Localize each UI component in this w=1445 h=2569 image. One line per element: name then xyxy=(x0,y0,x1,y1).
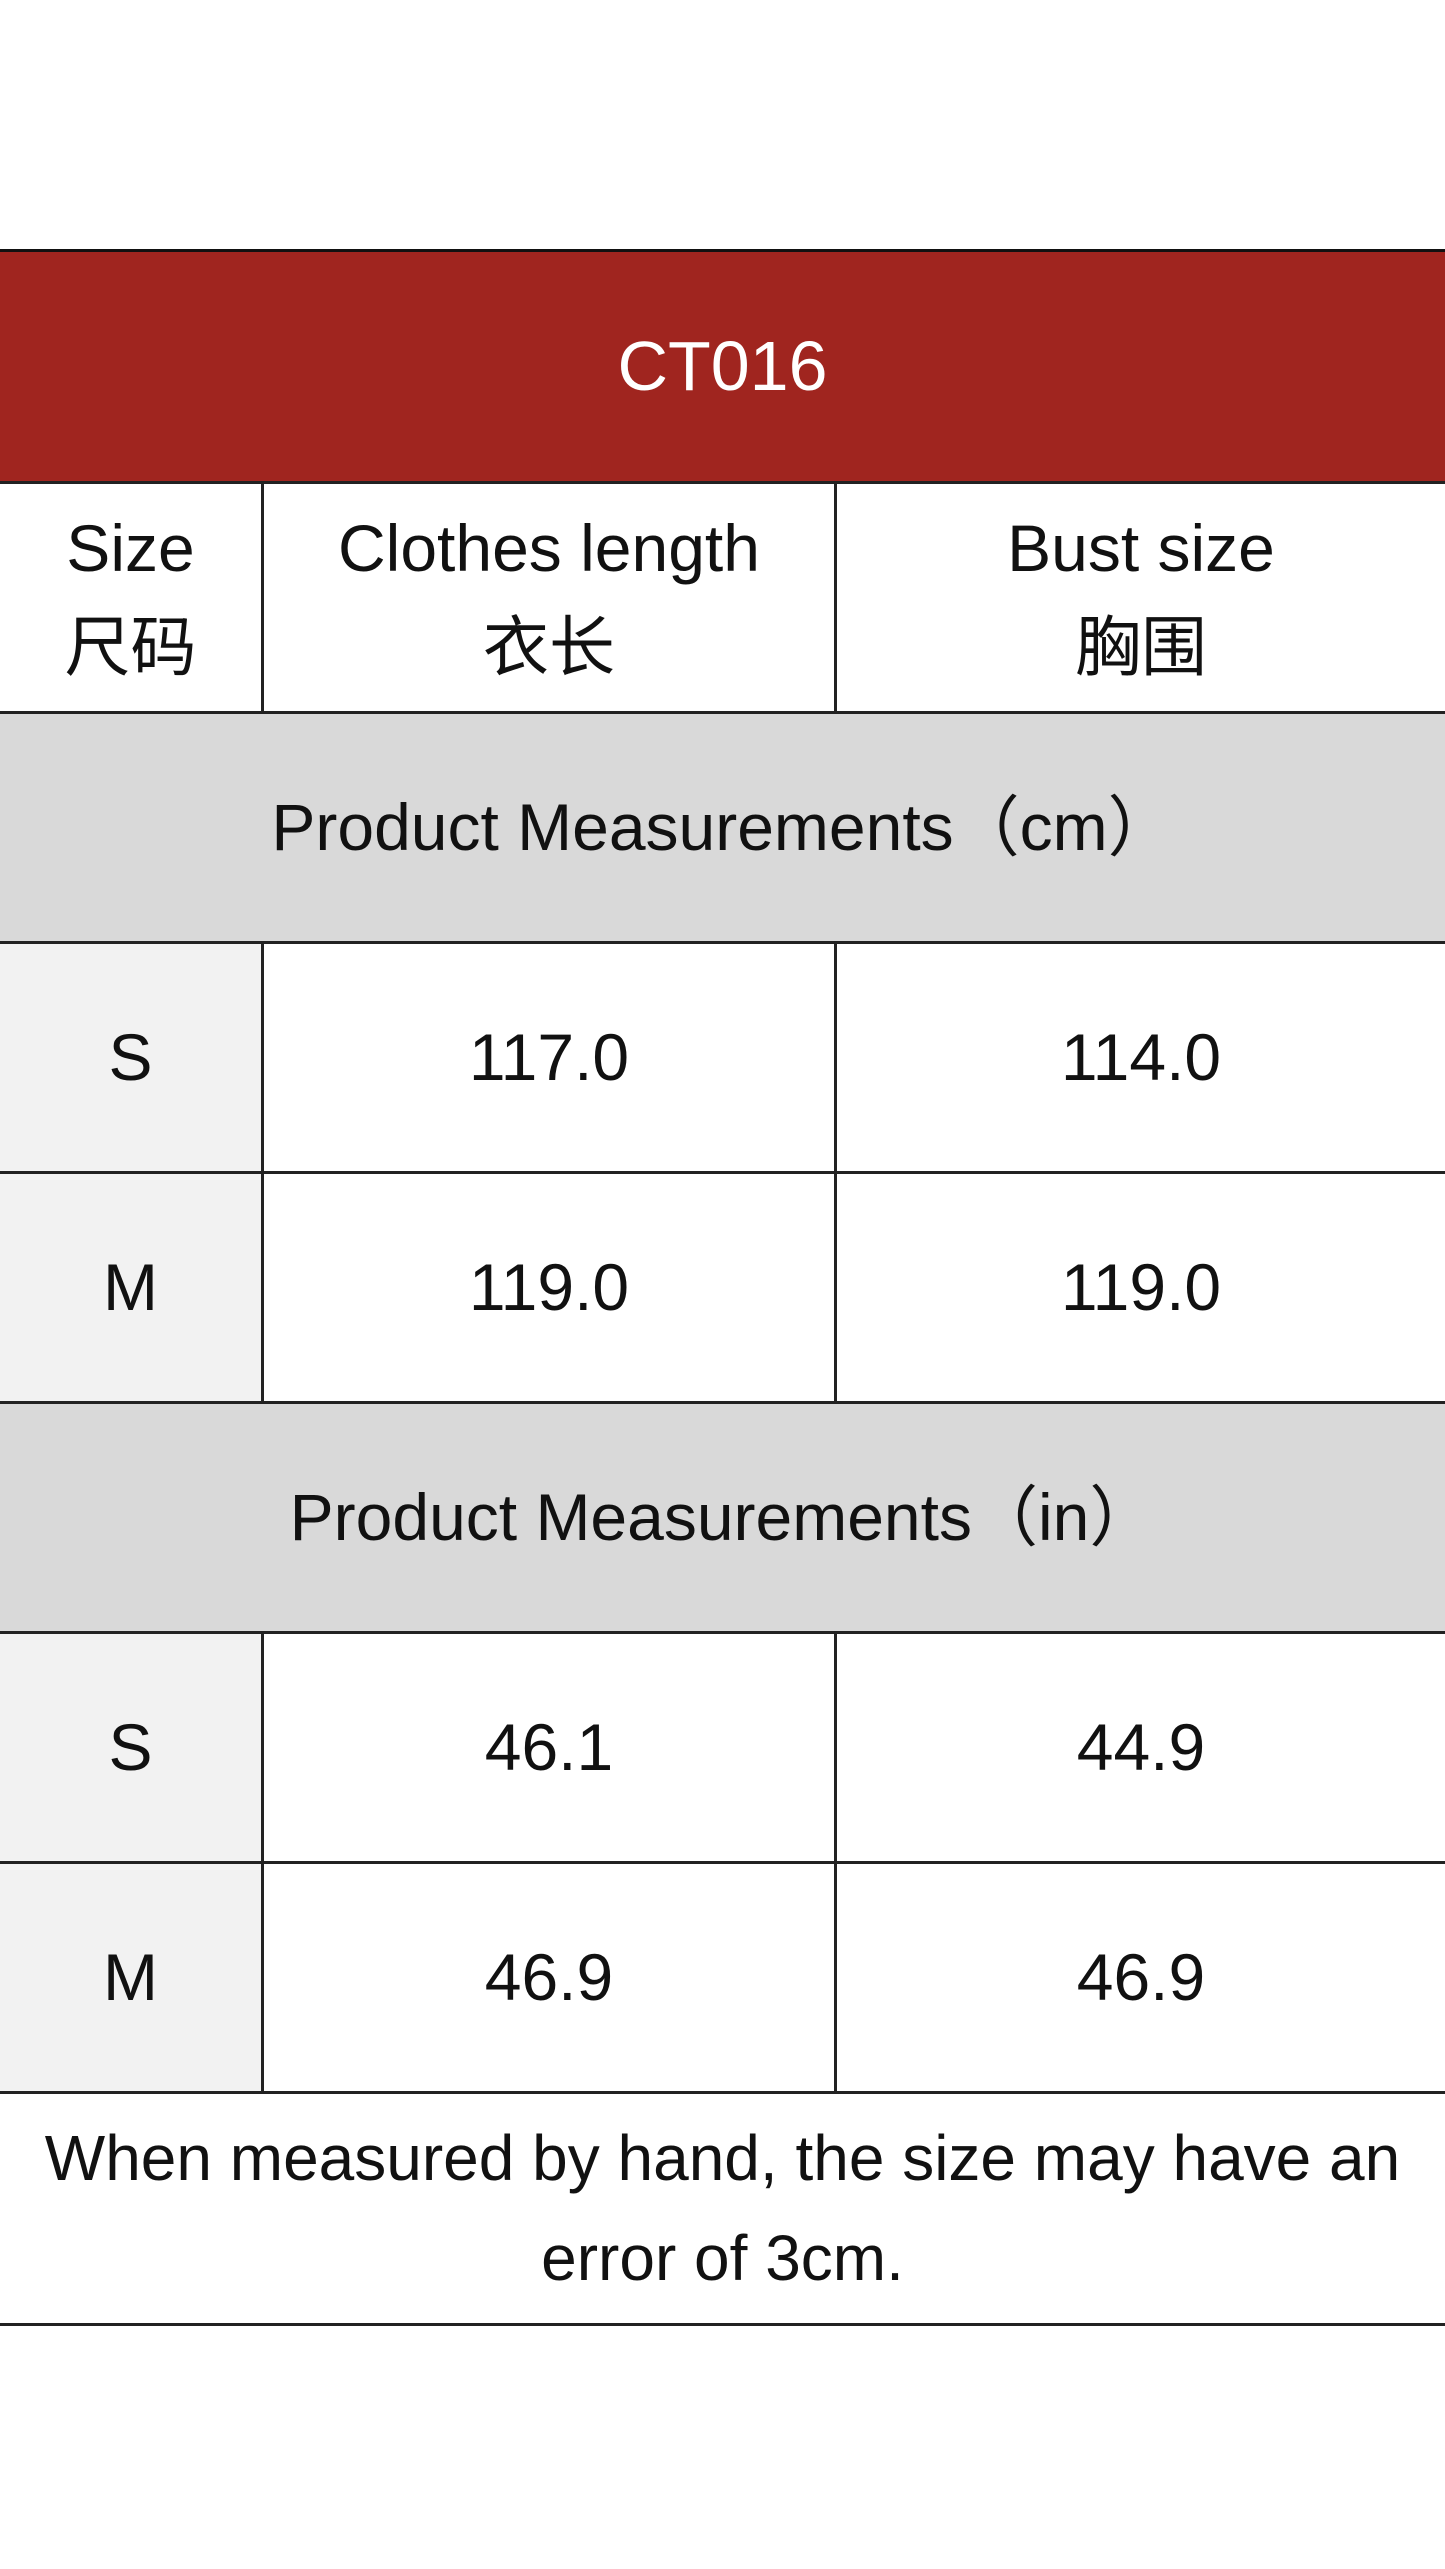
length-cell: 117.0 xyxy=(264,944,837,1171)
section-header-cm: Product Measurements（cm） xyxy=(0,714,1445,944)
footnote: When measured by hand, the size may have… xyxy=(44,2122,1401,2294)
table-row: S 117.0 114.0 xyxy=(0,944,1445,1174)
length-cell: 46.1 xyxy=(264,1634,837,1861)
size-cell: M xyxy=(0,1174,264,1401)
header-length-en: Clothes length xyxy=(338,510,760,585)
footnote-row: When measured by hand, the size may have… xyxy=(0,2094,1445,2326)
bust-cell: 46.9 xyxy=(1076,1940,1206,2014)
header-bust-en: Bust size xyxy=(1007,510,1275,585)
bust-cell: 114.0 xyxy=(1060,1020,1222,1094)
section-header-in: Product Measurements（in） xyxy=(0,1404,1445,1634)
table-row: M 46.9 46.9 xyxy=(0,1864,1445,2094)
bust-cell: 119.0 xyxy=(1060,1250,1222,1324)
column-header-row: Size 尺码 Clothes length 衣长 Bust size 胸围 xyxy=(0,484,1445,714)
length-cell: 46.9 xyxy=(264,1864,837,2091)
header-size: Size 尺码 xyxy=(0,484,264,711)
size-chart-table: CT016 Size 尺码 Clothes length 衣长 Bust siz… xyxy=(0,249,1445,2326)
bust-cell: 44.9 xyxy=(1076,1710,1206,1784)
header-bust-zh: 胸围 xyxy=(1075,609,1207,684)
section-label: Product Measurements（cm） xyxy=(271,790,1174,864)
header-size-zh: 尺码 xyxy=(64,609,197,684)
header-bust-size: Bust size 胸围 xyxy=(837,484,1445,711)
section-label: Product Measurements（in） xyxy=(289,1480,1156,1554)
size-cell: M xyxy=(0,1864,264,2091)
header-size-en: Size xyxy=(66,510,195,585)
size-cell: S xyxy=(0,1634,264,1861)
size-cell: S xyxy=(0,944,264,1171)
table-row: M 119.0 119.0 xyxy=(0,1174,1445,1404)
table-row: S 46.1 44.9 xyxy=(0,1634,1445,1864)
length-cell: 119.0 xyxy=(264,1174,837,1401)
header-length-zh: 衣长 xyxy=(483,609,615,684)
title-row: CT016 xyxy=(0,252,1445,484)
product-code: CT016 xyxy=(0,252,1445,481)
header-clothes-length: Clothes length 衣长 xyxy=(264,484,837,711)
